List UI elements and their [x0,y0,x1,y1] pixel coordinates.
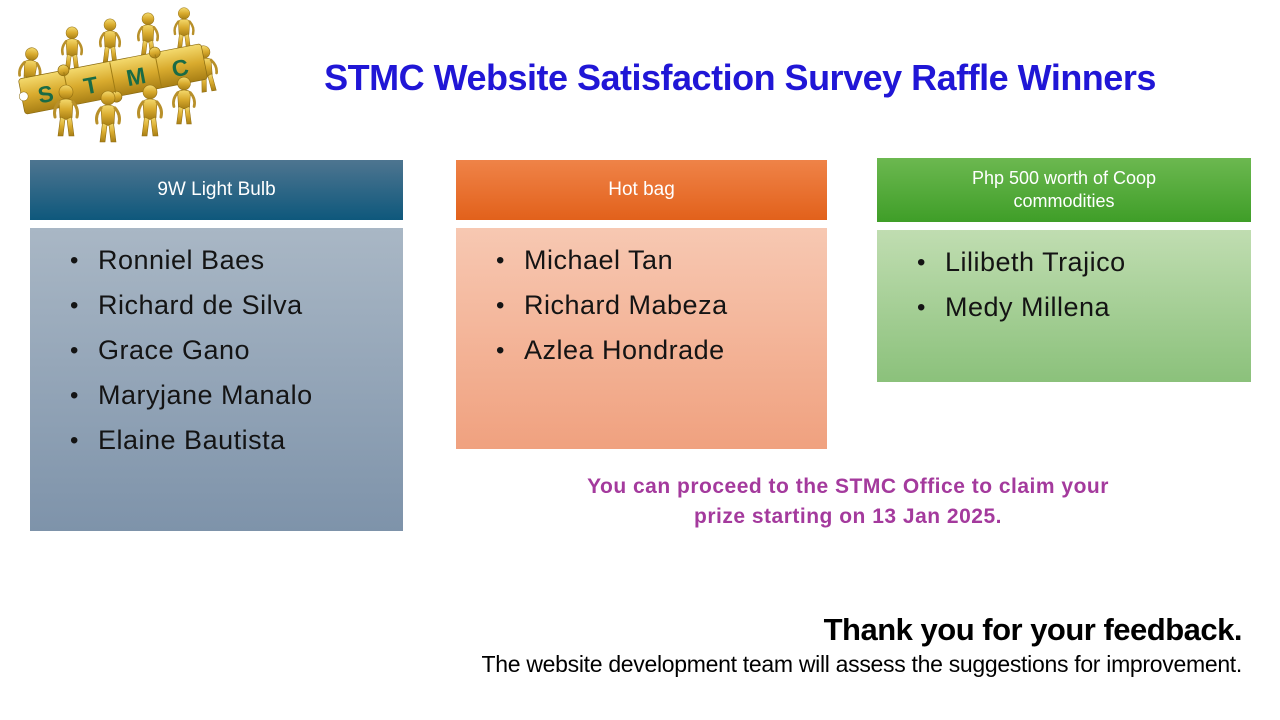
winners-list: Michael TanRichard MabezaAzlea Hondrade [456,228,827,449]
winner-item: Elaine Bautista [66,418,393,463]
footer-subtext: The website development team will assess… [481,651,1243,677]
claim-note-line-1: You can proceed to the STMC Office to cl… [587,475,1109,498]
prize-header: 9W Light Bulb [30,160,403,220]
logo-letter-c: C [169,54,190,83]
winner-item: Maryjane Manalo [66,373,393,418]
logo-figure [137,83,163,138]
claim-note: You can proceed to the STMC Office to cl… [448,472,1248,532]
stmc-logo: S T M C [16,6,218,144]
prize-column-hot-bag: Hot bag Michael TanRichard MabezaAzlea H… [456,160,827,449]
logo-figure [98,17,122,64]
logo-letter-m: M [124,62,148,91]
winners-list: Ronniel BaesRichard de SilvaGrace GanoMa… [30,228,403,531]
winner-item: Richard de Silva [66,283,393,328]
winner-item: Michael Tan [492,238,817,283]
logo-figure [173,6,195,51]
prize-header-label: Hot bag [608,178,675,200]
prize-header-label: Php 500 worth of Coop commodities [971,167,1157,211]
claim-note-line-2: prize starting on 13 Jan 2025. [694,505,1002,528]
footer-heading: Thank you for your feedback. [823,612,1243,647]
winner-item: Medy Millena [913,285,1241,330]
winner-item: Azlea Hondrade [492,328,817,373]
prize-header-label: 9W Light Bulb [157,178,276,200]
prize-header: Hot bag [456,160,827,220]
logo-letter-s: S [36,80,56,108]
prize-column-coop-commodities: Php 500 worth of Coop commodities Lilibe… [877,158,1251,382]
logo-letter-t: T [81,71,100,99]
logo-figure [60,25,84,72]
winner-item: Grace Gano [66,328,393,373]
winner-item: Richard Mabeza [492,283,817,328]
winner-item: Ronniel Baes [66,238,393,283]
winners-list: Lilibeth TrajicoMedy Millena [877,230,1251,382]
prize-column-light-bulb: 9W Light Bulb Ronniel BaesRichard de Sil… [30,160,403,531]
prize-header: Php 500 worth of Coop commodities [877,158,1251,222]
winner-item: Lilibeth Trajico [913,240,1241,285]
page-title: STMC Website Satisfaction Survey Raffle … [324,57,1156,98]
